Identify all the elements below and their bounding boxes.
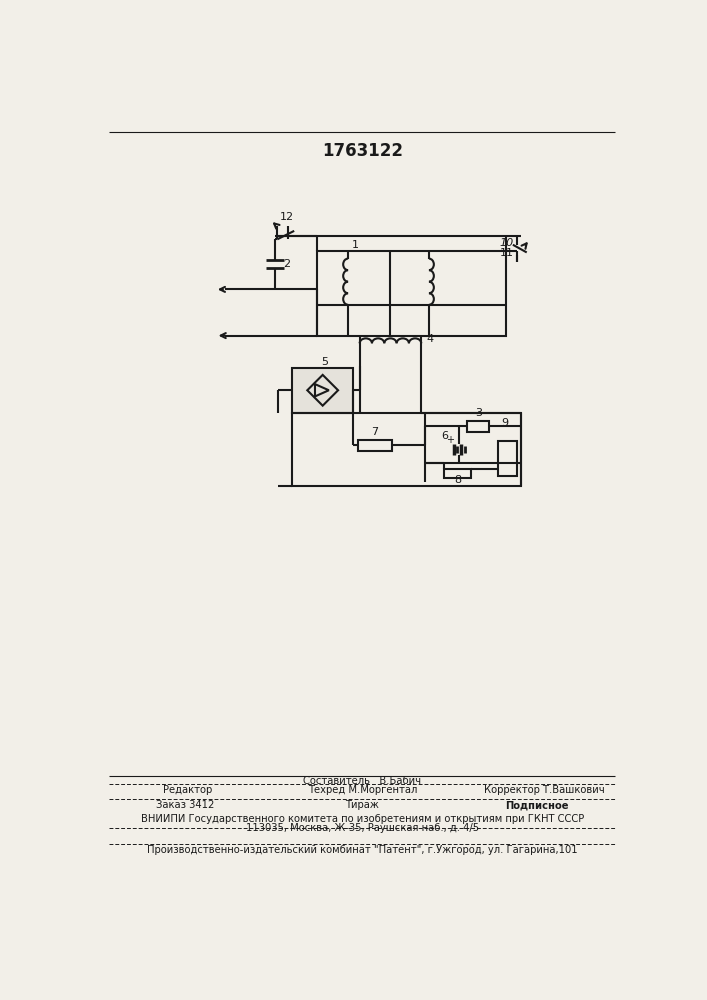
Text: Производственно-издательский комбинат "Патент", г.Ужгород, ул. Гагарина,101: Производственно-издательский комбинат "П…: [147, 845, 578, 855]
Bar: [292, 413, 521, 486]
Text: ВНИИПИ Государственного комитета по изобретениям и открытиям при ГКНТ СССР: ВНИИПИ Государственного комитета по изоб…: [141, 814, 584, 824]
Text: 8: 8: [454, 475, 461, 485]
Bar: [498, 441, 518, 476]
Text: 1: 1: [352, 240, 359, 250]
Text: Редактор: Редактор: [163, 785, 213, 795]
Text: 5: 5: [321, 357, 328, 367]
Text: Заказ 3412: Заказ 3412: [156, 800, 214, 810]
Text: 113035, Москва, Ж-35, Раушская наб., д. 4/5: 113035, Москва, Ж-35, Раушская наб., д. …: [246, 823, 479, 833]
Text: 9: 9: [501, 418, 508, 428]
Text: 1763122: 1763122: [322, 142, 403, 160]
Text: 10: 10: [500, 238, 514, 248]
Text: 3: 3: [474, 408, 481, 418]
Text: Техред М.Моргентал: Техред М.Моргентал: [308, 785, 417, 795]
Text: 7: 7: [371, 427, 379, 437]
Bar: [292, 368, 354, 413]
Bar: [467, 421, 489, 432]
Text: 12: 12: [279, 212, 293, 222]
Text: Тираж: Тираж: [346, 800, 379, 810]
Text: Составитель   В.Бабич: Составитель В.Бабич: [303, 776, 421, 786]
Text: 6: 6: [441, 431, 448, 441]
Bar: [444, 469, 472, 478]
Text: 2: 2: [283, 259, 290, 269]
Text: 11: 11: [500, 248, 514, 258]
Bar: [358, 440, 392, 451]
Text: Корректор Т.Вашкович: Корректор Т.Вашкович: [484, 785, 604, 795]
Text: 4: 4: [427, 334, 434, 344]
Bar: [317, 251, 506, 336]
Text: Подписное: Подписное: [505, 800, 568, 810]
Text: +: +: [445, 435, 454, 445]
